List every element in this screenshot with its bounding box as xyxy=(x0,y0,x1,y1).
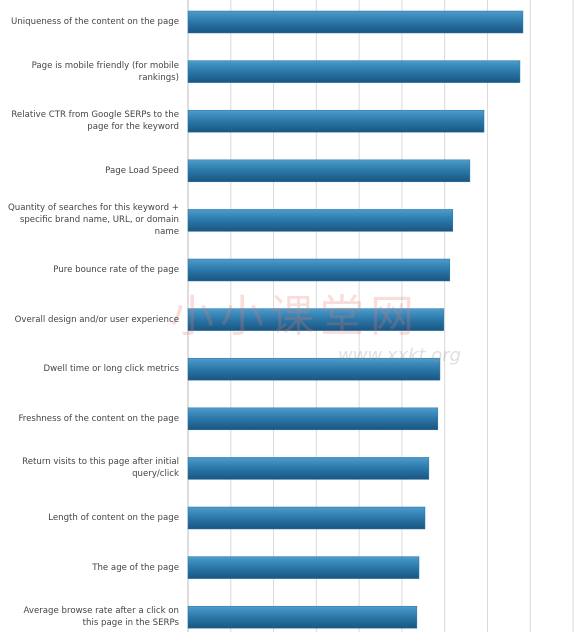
y-tick-label: Average browse rate after a click on thi… xyxy=(23,606,180,629)
y-tick-label: Pure bounce rate of the page xyxy=(53,265,179,275)
y-tick-label: Dwell time or long click metrics xyxy=(43,364,179,375)
bar xyxy=(187,258,451,282)
y-tick-label: Freshness of the content on the page xyxy=(18,413,179,424)
bar xyxy=(187,109,485,133)
y-tick-label: Length of content on the page xyxy=(48,513,179,523)
bar xyxy=(187,357,441,381)
watermark: www.xxkt.org xyxy=(338,345,462,366)
bar xyxy=(187,457,430,480)
y-tick-label: The age of the page xyxy=(92,562,179,573)
bar xyxy=(187,10,524,34)
bar xyxy=(187,60,521,83)
bar xyxy=(187,556,420,579)
bar xyxy=(187,407,439,431)
y-tick-label: Quantity of searches for this keyword + … xyxy=(8,203,179,238)
bar xyxy=(187,308,445,331)
bar xyxy=(187,506,426,530)
bar xyxy=(187,209,454,232)
y-tick-label: Page Load Speed xyxy=(105,165,179,176)
y-tick-label: Relative CTR from Google SERPs to the pa… xyxy=(11,110,179,133)
y-tick-label: Overall design and/or user experience xyxy=(14,314,179,325)
y-tick-label: Page is mobile friendly (for mobile rank… xyxy=(31,60,179,83)
y-tick-label: Uniqueness of the content on the page xyxy=(11,17,179,27)
watermark: 小小课堂网 xyxy=(170,291,420,342)
bar xyxy=(187,159,471,183)
bar xyxy=(187,605,418,629)
y-tick-label: Return visits to this page after initial… xyxy=(22,457,179,480)
